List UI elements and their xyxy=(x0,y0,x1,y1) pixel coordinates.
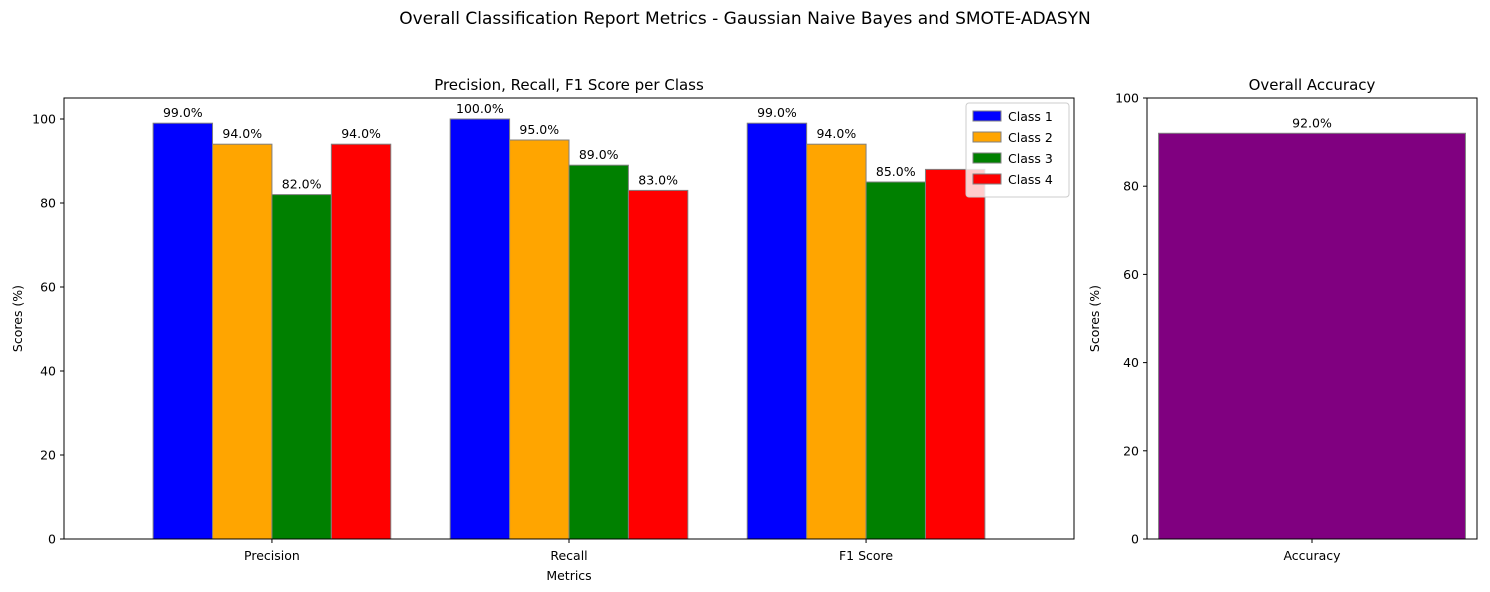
bar-class-4-recall xyxy=(627,189,689,540)
y-tick-label: 80 xyxy=(40,196,56,211)
bar-class-1-recall xyxy=(449,118,511,540)
legend-swatch xyxy=(972,110,1002,122)
legend-entry: Class 2 xyxy=(1008,130,1053,145)
data-label: 92.0% xyxy=(1292,115,1332,130)
data-label: 99.0% xyxy=(757,105,797,120)
y-tick-label: 100 xyxy=(32,112,56,127)
y-tick-label: 40 xyxy=(40,364,56,379)
y-tick-label: 20 xyxy=(1123,443,1139,458)
y-tick-label: 40 xyxy=(1123,355,1139,370)
plot-frame xyxy=(63,97,1075,540)
y-tick-label: 80 xyxy=(1123,179,1139,194)
x-axis-label: Metrics xyxy=(546,568,591,583)
bar-class-1-precision xyxy=(152,122,214,540)
bar-class-3-precision xyxy=(271,194,332,540)
y-axis-label: Scores (%) xyxy=(10,285,25,352)
legend-entry: Class 1 xyxy=(1008,109,1053,124)
panel-title: Overall Accuracy xyxy=(1249,76,1376,94)
data-label: 94.0% xyxy=(222,126,262,141)
y-tick-label: 20 xyxy=(40,448,56,463)
y-tick-label: 0 xyxy=(1131,532,1139,547)
data-label: 82.0% xyxy=(282,177,322,192)
y-tick-label: 60 xyxy=(1123,267,1139,282)
legend: Class 1 Class 2 Class 3 Class 4 xyxy=(965,102,1070,198)
x-tick-label: Precision xyxy=(244,548,300,563)
bar-class-2-recall xyxy=(509,139,570,540)
legend-entry: Class 4 xyxy=(1008,172,1053,187)
panel-title: Precision, Recall, F1 Score per Class xyxy=(434,76,704,94)
figure-suptitle: Overall Classification Report Metrics - … xyxy=(399,9,1091,29)
class-metrics-panel: 99.0% 94.0% 82.0% 94.0% Precision 100.0% 95.0%… xyxy=(10,76,1075,583)
data-label: 95.0% xyxy=(519,122,559,137)
bar-class-2-f1-score xyxy=(806,143,867,540)
data-label: 100.0% xyxy=(456,101,504,116)
x-tick-label: Recall xyxy=(550,548,587,563)
legend-swatch xyxy=(972,173,1002,185)
bar-class-3-recall xyxy=(568,164,629,540)
legend-entry: Class 3 xyxy=(1008,151,1053,166)
legend-swatch xyxy=(972,131,1002,143)
data-label: 89.0% xyxy=(579,147,619,162)
data-label: 83.0% xyxy=(638,172,678,187)
bar-accuracy-accuracy xyxy=(1158,132,1466,540)
y-tick-label: 0 xyxy=(48,532,56,547)
data-label: 94.0% xyxy=(341,126,381,141)
accuracy-panel: 92.0% Accuracy 0 20 40 60 80 100 Overall Accurac… xyxy=(1087,76,1478,563)
bar-class-4-precision xyxy=(330,143,392,540)
plot-frame xyxy=(1146,97,1478,540)
y-tick-label: 60 xyxy=(40,280,56,295)
bar-class-3-f1-score xyxy=(865,181,926,540)
y-tick-label: 100 xyxy=(1115,91,1139,106)
data-label: 85.0% xyxy=(876,164,916,179)
bar-class-4-f1-score xyxy=(924,168,986,540)
x-tick-label: Accuracy xyxy=(1283,548,1341,563)
data-label: 94.0% xyxy=(816,126,856,141)
x-tick-label: F1 Score xyxy=(839,548,893,563)
bar-class-1-f1-score xyxy=(746,122,808,540)
legend-swatch xyxy=(972,152,1002,164)
bar-class-2-precision xyxy=(212,143,273,540)
data-label: 99.0% xyxy=(163,105,203,120)
y-axis-label: Scores (%) xyxy=(1087,285,1102,352)
